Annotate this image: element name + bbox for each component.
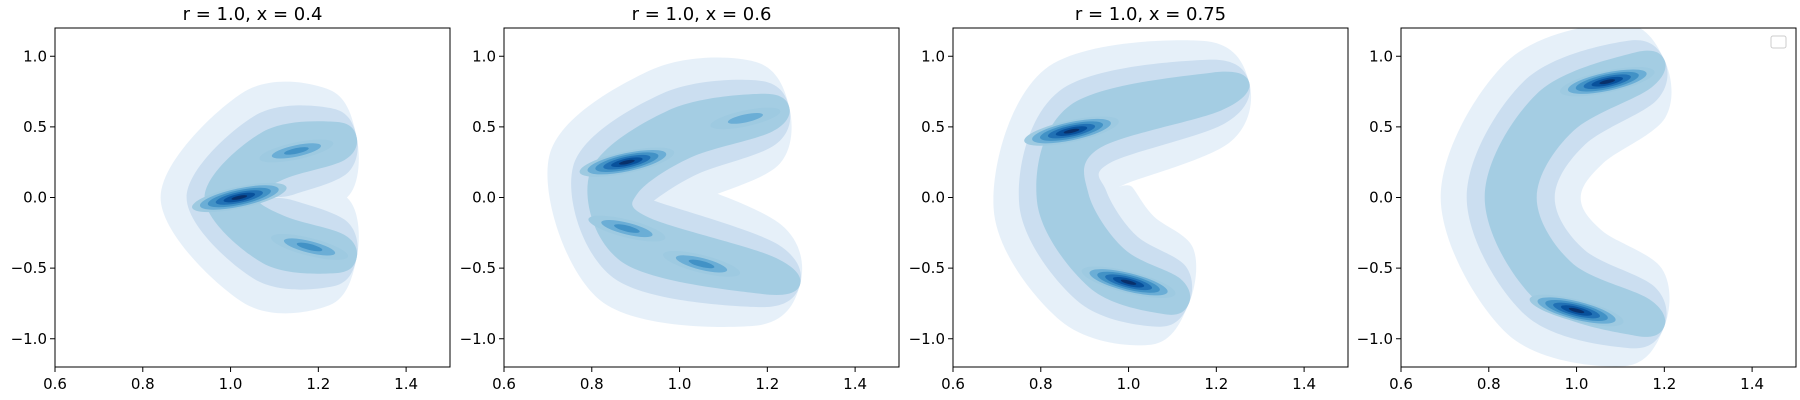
y-tick-label: 1.0: [921, 47, 945, 65]
subplot-3: 0.6 0.8 1.0 1.2 1.4 −1.0 −0.5 0.0 0.5 1.0 r = 1.0,…: [909, 4, 1349, 393]
y-tick-label: −0.5: [11, 259, 47, 277]
mode-3-level-3: [296, 242, 323, 252]
subplot-title: r = 1.0, x = 0.4: [183, 4, 323, 25]
y-tick-label: −0.5: [460, 259, 496, 277]
subplot-2: 0.6 0.8 1.0 1.2 1.4 −1.0 −0.5 0.0 0.5 1.0 r = 1.0,…: [460, 4, 900, 393]
x-tick-label: 1.4: [843, 375, 867, 393]
mode-2-level-6: [1120, 279, 1137, 285]
mode-1-level-6: [231, 195, 248, 200]
mode-4-level-3: [688, 259, 715, 269]
x-tick-label: 1.2: [1652, 375, 1676, 393]
x-tick-label: 0.6: [43, 375, 67, 393]
y-tick-label: 0.0: [23, 189, 47, 207]
y-tick-label: 0.0: [472, 189, 496, 207]
y-tick-label: 1.0: [1369, 47, 1393, 65]
x-tick-label: 1.0: [668, 375, 692, 393]
y-tick-label: 0.5: [1369, 118, 1393, 136]
y-tick-label: 1.0: [23, 47, 47, 65]
x-tick-label: 1.2: [306, 375, 330, 393]
y-tick-label: 0.0: [921, 189, 945, 207]
density-band-3: [1484, 50, 1666, 337]
x-tick-label: 0.8: [131, 375, 155, 393]
x-tick-label: 1.0: [1117, 375, 1141, 393]
x-tick-label: 0.8: [1029, 375, 1053, 393]
x-tick-label: 1.2: [1204, 375, 1228, 393]
density-contours: [993, 40, 1252, 346]
subplot-4: 0.6 0.8 1.0 1.2 1.4 −1.0 −0.5 0.0 0.5 1.0: [1357, 27, 1797, 393]
density-contours: [1440, 28, 1672, 367]
density-contours: [160, 81, 359, 314]
x-tick-label: 0.8: [580, 375, 604, 393]
y-tick-label: −1.0: [1357, 330, 1393, 348]
mode-1-level-6: [619, 159, 635, 165]
y-tick-label: 0.5: [921, 118, 945, 136]
y-tick-label: −1.0: [909, 330, 945, 348]
subplot-grid: 0.6 0.8 1.0 1.2 1.4 −1.0 −0.5 0.0 0.5 1.0 r = 1.0,…: [11, 4, 1797, 393]
x-tick-label: 1.4: [394, 375, 418, 393]
y-tick-label: 0.0: [1369, 189, 1393, 207]
density-band-3: [204, 121, 358, 274]
mode-1-level-6: [1063, 128, 1080, 134]
density-band-3: [587, 93, 801, 295]
density-contours: [547, 57, 803, 327]
x-tick-label: 0.6: [941, 375, 965, 393]
y-tick-label: −1.0: [11, 330, 47, 348]
y-tick-label: 0.5: [472, 118, 496, 136]
subplot-title: r = 1.0, x = 0.75: [1075, 4, 1226, 25]
x-tick-label: 1.4: [1292, 375, 1316, 393]
y-tick-label: −1.0: [460, 330, 496, 348]
y-tick-label: −0.5: [1357, 259, 1393, 277]
x-tick-label: 1.0: [1565, 375, 1589, 393]
x-tick-label: 1.0: [219, 375, 243, 393]
x-tick-label: 1.4: [1740, 375, 1764, 393]
mode-2-level-3: [284, 147, 309, 155]
subplot-1: 0.6 0.8 1.0 1.2 1.4 −1.0 −0.5 0.0 0.5 1.0 r = 1.0,…: [11, 4, 451, 393]
mode-2-level-2: [727, 113, 763, 124]
mode-3-level-3: [614, 224, 640, 233]
x-tick-label: 1.2: [755, 375, 779, 393]
mode-2-level-6: [1568, 307, 1585, 314]
x-tick-label: 0.6: [492, 375, 516, 393]
y-tick-label: 0.5: [23, 118, 47, 136]
x-tick-label: 0.6: [1389, 375, 1413, 393]
y-tick-label: −0.5: [909, 259, 945, 277]
subplot-title: r = 1.0, x = 0.6: [632, 4, 772, 25]
mode-1-level-6: [1599, 79, 1616, 85]
legend-box: [1770, 35, 1787, 49]
y-tick-label: 1.0: [472, 47, 496, 65]
x-tick-label: 0.8: [1477, 375, 1501, 393]
